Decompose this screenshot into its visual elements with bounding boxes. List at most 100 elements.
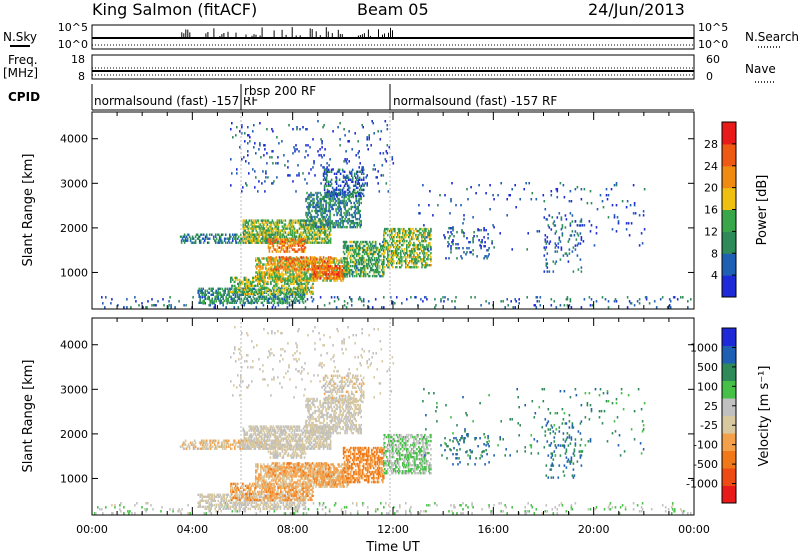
power-cell-10 xyxy=(325,172,328,175)
power-cell-8 xyxy=(301,248,304,251)
power-cell-7 xyxy=(328,233,331,236)
power-cell-1 xyxy=(267,293,270,296)
power-cell-13 xyxy=(480,245,482,248)
power-cell-15 xyxy=(326,162,328,165)
power-cell-0 xyxy=(394,302,396,305)
power-cell-7 xyxy=(274,223,277,226)
power-cell-7 xyxy=(269,225,272,228)
power-cell-9 xyxy=(353,211,355,215)
power-cell-11 xyxy=(359,270,362,274)
power-cell-1 xyxy=(249,295,252,298)
power-cell-11 xyxy=(381,248,383,252)
power-cell-9 xyxy=(348,207,350,211)
power-cell-1 xyxy=(208,291,210,294)
power-cell-12 xyxy=(412,252,414,255)
power-cell-0 xyxy=(201,296,203,299)
power-cell-4 xyxy=(277,268,280,271)
power-cell-7 xyxy=(243,235,246,238)
power-cell-8 xyxy=(300,248,303,251)
power-cell-16 xyxy=(437,204,439,207)
power-cell-1 xyxy=(202,301,204,304)
power-cell-9 xyxy=(318,209,320,213)
power-cell-11 xyxy=(374,268,377,272)
power-cell-7 xyxy=(299,225,302,228)
power-cell-3 xyxy=(280,275,282,278)
power-cell-2 xyxy=(288,276,290,280)
power-cell-11 xyxy=(366,252,369,256)
power-cell-11 xyxy=(358,256,361,260)
power-cell-8 xyxy=(294,250,297,253)
power-cell-16 xyxy=(557,246,560,249)
power-cell-5 xyxy=(314,273,317,276)
power-cell-12 xyxy=(396,249,398,253)
power-cell-15 xyxy=(328,190,330,193)
power-cell-1 xyxy=(286,299,289,302)
power-cell-7 xyxy=(265,231,268,234)
power-cell-12 xyxy=(410,227,412,231)
power-cell-10 xyxy=(324,194,327,198)
power-cell-2 xyxy=(245,278,247,282)
power-cell-9 xyxy=(320,221,322,225)
power-cell-12 xyxy=(412,247,414,251)
cpid-segment-1: normalsound (fast) -157 RF xyxy=(94,94,258,108)
power-cell-7 xyxy=(288,227,291,230)
power-cell-1 xyxy=(250,301,253,304)
power-cell-9 xyxy=(319,191,321,195)
power-cell-14 xyxy=(552,260,555,263)
power-cell-16 xyxy=(590,202,593,205)
power-cell-14 xyxy=(575,238,578,241)
power-cell-9 xyxy=(320,225,322,229)
power-cell-12 xyxy=(404,233,406,237)
power-cell-13 xyxy=(468,247,470,250)
power-cell-15 xyxy=(357,140,359,143)
power-cell-10 xyxy=(354,180,357,183)
power-cell-11 xyxy=(357,250,360,254)
power-cell-6 xyxy=(194,241,197,244)
power-cell-11 xyxy=(342,240,345,244)
power-cell-11 xyxy=(373,252,376,256)
power-cell-4 xyxy=(306,268,309,271)
nave-label: Nave xyxy=(745,62,776,76)
power-cell-1 xyxy=(217,295,219,298)
power-cell-1 xyxy=(262,295,265,298)
power-cell-10 xyxy=(327,182,330,185)
velocity-cell-0 xyxy=(172,510,174,513)
power-cell-1 xyxy=(212,287,214,290)
power-cell-3 xyxy=(264,275,266,278)
power-cell-10 xyxy=(332,190,335,194)
power-cell-7 xyxy=(267,219,270,222)
power-cell-4 xyxy=(296,268,299,271)
power-cell-4 xyxy=(309,262,312,265)
power-cell-1 xyxy=(198,301,200,304)
power-cell-2 xyxy=(308,280,310,284)
power-cell-0 xyxy=(126,298,128,301)
power-cell-2 xyxy=(280,292,282,296)
power-cell-16 xyxy=(610,188,613,191)
power-cell-7 xyxy=(276,219,279,222)
power-cell-3 xyxy=(255,279,257,282)
power-cell-14 xyxy=(577,234,580,237)
power-cell-12 xyxy=(397,233,399,237)
nsky-label: N.Sky xyxy=(3,30,37,44)
power-cell-9 xyxy=(320,211,322,215)
power-cell-9 xyxy=(345,225,347,229)
power-cell-1 xyxy=(229,301,232,304)
power-cell-4 xyxy=(310,268,313,271)
power-cell-0 xyxy=(157,300,159,303)
power-cell-9 xyxy=(323,211,325,215)
power-cell-1 xyxy=(286,301,289,304)
power-cell-11 xyxy=(382,274,384,278)
power-cell-10 xyxy=(344,190,347,194)
power-cell-14 xyxy=(569,224,572,227)
power-cell-4 xyxy=(301,260,304,263)
power-cell-3 xyxy=(282,279,284,282)
power-cell-16 xyxy=(535,198,538,201)
power-cell-0 xyxy=(690,298,692,301)
power-cell-16 xyxy=(483,236,485,239)
power-cell-11 xyxy=(367,262,370,266)
power-cell-10 xyxy=(347,194,350,198)
power-cell-7 xyxy=(250,233,253,236)
colorbar-tick-label: 16 xyxy=(704,204,718,217)
power-cell-7 xyxy=(329,237,332,240)
power-cell-11 xyxy=(373,256,376,260)
